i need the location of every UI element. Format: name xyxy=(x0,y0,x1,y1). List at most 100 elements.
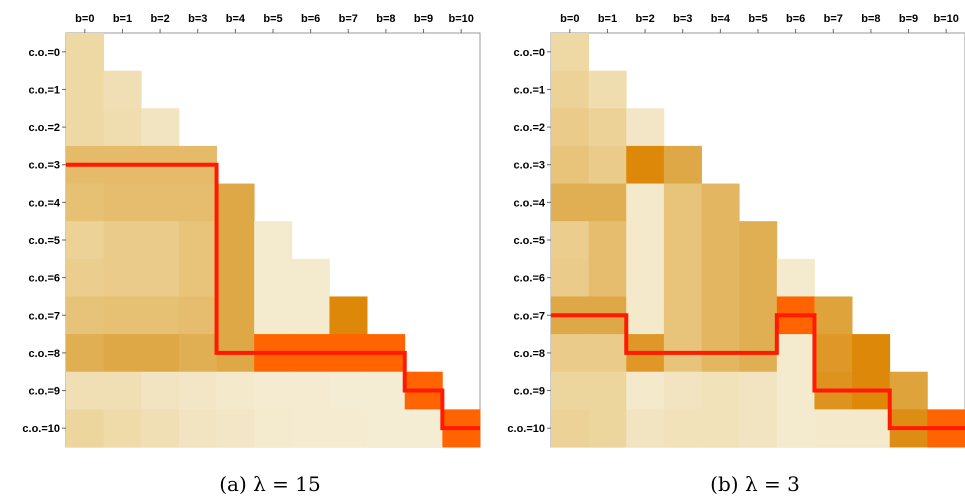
heatmap-cell xyxy=(663,221,702,260)
col-tick-label: b=8 xyxy=(376,13,395,25)
row-tick-label: c.o.=2 xyxy=(514,122,546,134)
col-tick-label: b=4 xyxy=(226,13,246,25)
row-tick-label: c.o.=4 xyxy=(29,197,61,209)
heatmap-cell xyxy=(852,409,891,448)
heatmap-cell xyxy=(329,296,368,335)
heatmap-cell xyxy=(701,258,740,297)
heatmap-cell xyxy=(329,371,368,410)
heatmap-cell xyxy=(178,183,217,222)
heatmap-cell xyxy=(588,70,627,109)
heatmap-cell xyxy=(701,371,740,410)
heatmap-cell xyxy=(776,258,815,297)
heatmap-cell xyxy=(588,108,627,147)
heatmap-cell xyxy=(103,221,142,260)
heatmap-cell xyxy=(551,108,590,147)
row-tick-label: c.o.=5 xyxy=(514,235,546,247)
heatmap-cell xyxy=(216,221,255,260)
col-tick-label: b=4 xyxy=(711,13,731,25)
row-tick-label: c.o.=7 xyxy=(29,310,61,322)
heatmap-cell xyxy=(551,145,590,184)
heatmap-cell xyxy=(141,409,180,448)
heatmap-cell xyxy=(551,33,590,72)
col-tick-label: b=7 xyxy=(339,13,358,25)
heatmap-cell xyxy=(141,108,180,147)
heatmap-cell xyxy=(626,183,665,222)
heatmap-cell xyxy=(739,371,778,410)
heatmap-cell xyxy=(141,221,180,260)
col-tick-label: b=9 xyxy=(414,13,433,25)
row-tick-label: c.o.=9 xyxy=(29,386,61,398)
col-tick-label: b=10 xyxy=(933,13,958,25)
heatmap-cell xyxy=(66,183,105,222)
heatmap-cell xyxy=(141,183,180,222)
heatmap-cell xyxy=(588,334,627,373)
heatmap-cell xyxy=(626,258,665,297)
row-tick-label: c.o.=9 xyxy=(514,386,546,398)
heatmap-cell xyxy=(291,258,330,297)
heatmap-cell xyxy=(254,296,293,335)
heatmap-cell xyxy=(626,108,665,147)
heatmap-cell xyxy=(216,258,255,297)
heatmap-cell xyxy=(178,258,217,297)
row-tick-label: c.o.=8 xyxy=(514,348,546,360)
heatmap-cell xyxy=(588,258,627,297)
row-tick-label: c.o.=7 xyxy=(514,310,546,322)
heatmap-cell xyxy=(776,371,815,410)
row-tick-label: c.o.=10 xyxy=(22,423,60,435)
heatmap-cell xyxy=(739,258,778,297)
row-tick-label: c.o.=1 xyxy=(514,84,546,96)
col-tick-label: b=3 xyxy=(673,13,692,25)
heatmap-cell xyxy=(66,221,105,260)
heatmap-cell xyxy=(66,371,105,410)
col-tick-label: b=8 xyxy=(861,13,880,25)
heatmap-cell xyxy=(852,334,891,373)
heatmap-cell xyxy=(663,258,702,297)
heatmap-cell xyxy=(367,409,406,448)
heatmap-cell xyxy=(626,371,665,410)
heatmap-cell xyxy=(103,183,142,222)
row-tick-label: c.o.=4 xyxy=(514,197,546,209)
heatmap-cell xyxy=(216,409,255,448)
heatmap-cell xyxy=(178,371,217,410)
heatmap-cell xyxy=(103,108,142,147)
heatmap-cell xyxy=(103,371,142,410)
row-tick-label: c.o.=3 xyxy=(514,160,546,172)
heatmap-cell xyxy=(663,183,702,222)
col-tick-label: b=5 xyxy=(748,13,767,25)
heatmap-cell xyxy=(588,371,627,410)
heatmap-cell xyxy=(814,409,853,448)
heatmap-cell xyxy=(814,296,853,335)
heatmap-cell xyxy=(701,296,740,335)
col-tick-label: b=2 xyxy=(635,13,654,25)
row-tick-label: c.o.=5 xyxy=(29,235,61,247)
heatmap-cell xyxy=(739,409,778,448)
heatmap-cell xyxy=(626,296,665,335)
heatmap-cell xyxy=(66,296,105,335)
panel-a: b=0 b=1 b=2 b=3 b=4 b=5 b=6 b=7 b=8 b=9 b=10 c.o.=0… xyxy=(22,13,481,448)
heatmap-cell xyxy=(178,296,217,335)
col-tick-label: b=10 xyxy=(448,13,473,25)
heatmap-cell xyxy=(178,334,217,373)
heatmap-cell xyxy=(739,296,778,335)
col-tick-label: b=6 xyxy=(301,13,320,25)
col-tick-label: b=2 xyxy=(150,13,169,25)
heatmap-cell xyxy=(551,371,590,410)
heatmap-cell xyxy=(254,409,293,448)
heatmap-cell xyxy=(66,334,105,373)
heatmap-cell xyxy=(141,296,180,335)
heatmap-cell xyxy=(588,183,627,222)
heatmap-cell xyxy=(626,409,665,448)
heatmap-cell xyxy=(329,409,368,448)
heatmap-cell xyxy=(141,334,180,373)
col-tick-label: b=1 xyxy=(598,13,617,25)
heatmap-cell xyxy=(141,258,180,297)
heatmap-cell xyxy=(551,183,590,222)
row-tick-label: c.o.=8 xyxy=(29,348,61,360)
panel-b: b=0 b=1 b=2 b=3 b=4 b=5 b=6 b=7 b=8 b=9 b=10 c.o.=0… xyxy=(507,13,965,448)
heatmap-cell xyxy=(178,221,217,260)
heatmap-cell xyxy=(66,70,105,109)
heatmap-cell xyxy=(776,409,815,448)
heatmap-cell xyxy=(588,145,627,184)
heatmap-cell xyxy=(141,371,180,410)
heatmap-cell xyxy=(66,409,105,448)
